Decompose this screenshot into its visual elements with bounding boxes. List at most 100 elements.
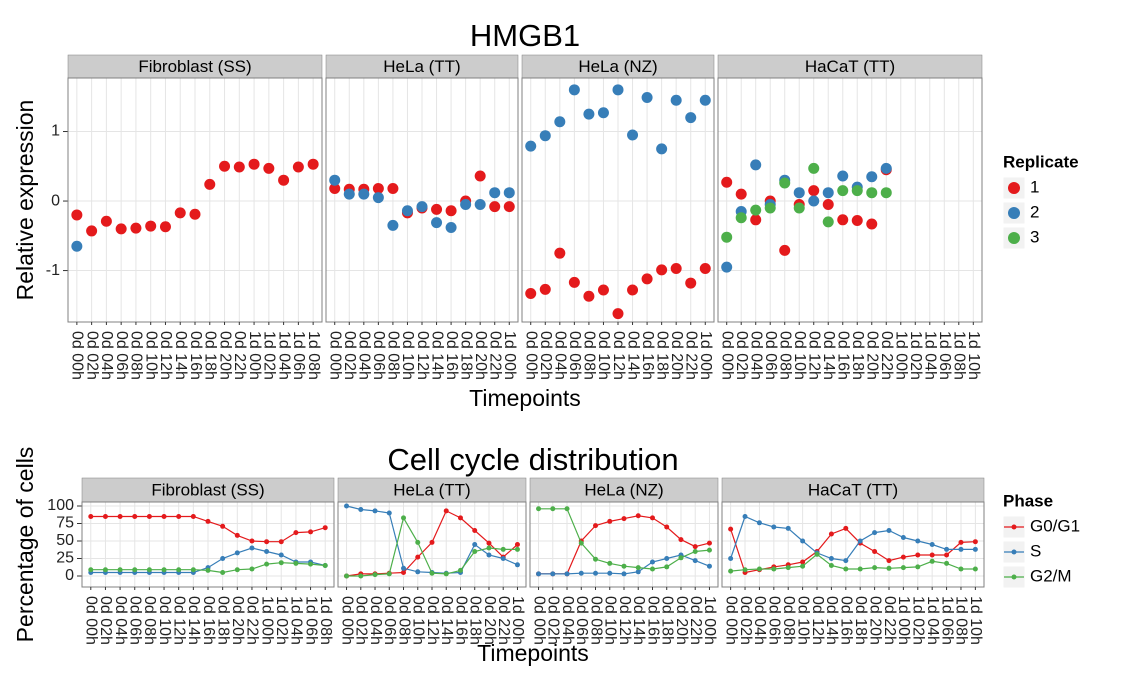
point [670, 262, 682, 274]
point [189, 208, 201, 220]
point [431, 203, 443, 215]
point [474, 170, 486, 182]
point [793, 202, 805, 214]
point [130, 222, 142, 234]
point [851, 215, 863, 227]
x-tick-label: 0d 20h [481, 596, 498, 645]
y-tick-label: 25 [56, 550, 74, 567]
point [837, 185, 849, 197]
point [872, 530, 878, 536]
point [612, 84, 624, 96]
x-tick-label: 0d 10h [595, 331, 612, 380]
legend-marker [1008, 232, 1020, 244]
point [344, 573, 350, 579]
point [621, 516, 627, 522]
legend-label: G0/G1 [1030, 516, 1080, 535]
legend-marker [1008, 207, 1020, 219]
x-tick-label: 0d 14h [428, 331, 445, 380]
point [100, 215, 112, 227]
x-tick-label: 0d 12h [616, 596, 633, 645]
x-tick-label: 0d 12h [424, 596, 441, 645]
x-tick-label: 0d 00h [69, 331, 86, 380]
x-tick-label: 1d 00h [501, 331, 518, 380]
x-tick-label: 0d 08h [128, 331, 145, 380]
x-tick-label: 0d 16h [838, 596, 855, 645]
x-tick-label: 0d 06h [566, 331, 583, 380]
x-tick-label: 1d 00h [697, 331, 714, 380]
point [489, 187, 501, 199]
point [457, 567, 463, 573]
point [771, 524, 777, 530]
point [607, 560, 613, 566]
point [750, 214, 762, 226]
x-tick-label: 0d 06h [381, 596, 398, 645]
x-tick-label: 0d 04h [356, 331, 373, 380]
point [293, 560, 299, 566]
point [372, 183, 384, 195]
x-tick-label: 1d 08h [317, 596, 334, 645]
panel [722, 502, 984, 587]
x-tick-label: 0d 18h [658, 596, 675, 645]
point [387, 219, 399, 231]
point [664, 556, 670, 562]
x-tick-label: 0d 00h [722, 596, 739, 645]
x-tick-label: 1d 08h [953, 596, 970, 645]
x-tick-label: 0d 02h [737, 596, 754, 645]
point [828, 531, 834, 537]
point [358, 506, 364, 512]
x-tick-label: 0d 14h [185, 596, 202, 645]
x-tick-label: 1d 02h [261, 331, 278, 380]
legend-title: Replicate [1003, 152, 1079, 171]
x-tick-label: 0d 20h [864, 331, 881, 380]
point [445, 205, 457, 217]
legend-label: S [1030, 541, 1041, 560]
point [292, 161, 304, 173]
point [857, 566, 863, 572]
x-tick-label: 0d 20h [673, 596, 690, 645]
point [322, 563, 328, 569]
x-tick-label: 1d 04h [922, 331, 939, 380]
point [263, 162, 275, 174]
x-tick-label: 0d 10h [791, 331, 808, 380]
x-tick-label: 0d 02h [83, 331, 100, 380]
x-tick-label: 1d 08h [951, 331, 968, 380]
point [307, 158, 319, 170]
x-tick-label: 1d 08h [305, 331, 322, 380]
point [329, 183, 341, 195]
point [721, 261, 733, 273]
point [649, 566, 655, 572]
point [627, 129, 639, 141]
point [822, 199, 834, 211]
point [117, 513, 123, 519]
point [779, 244, 791, 256]
x-tick-label: 0d 12h [157, 331, 174, 380]
x-tick-label: 1d 02h [273, 596, 290, 645]
point [837, 214, 849, 226]
point [457, 515, 463, 521]
point [514, 542, 520, 547]
point [866, 187, 878, 199]
point [649, 515, 655, 521]
point [372, 508, 378, 514]
point [685, 277, 697, 289]
x-tick-label: 0d 16h [187, 331, 204, 380]
point [503, 187, 515, 199]
point [219, 160, 231, 172]
point [264, 549, 270, 555]
point [372, 192, 384, 204]
x-tick-label: 1d 00h [895, 596, 912, 645]
x-tick-label: 1d 04h [924, 596, 941, 645]
x-tick-label: 1d 00h [509, 596, 526, 645]
x-tick-label: 0d 18h [466, 596, 483, 645]
point [764, 202, 776, 214]
point [814, 551, 820, 557]
x-tick-label: 1d 00h [701, 596, 718, 645]
x-tick-label: 0d 00h [326, 331, 343, 380]
x-tick-label: 1d 00h [258, 596, 275, 645]
point [635, 565, 641, 571]
point [929, 542, 935, 547]
point [627, 284, 639, 296]
x-tick-label: 0d 08h [141, 596, 158, 645]
point [88, 567, 94, 573]
strip [721, 477, 985, 503]
